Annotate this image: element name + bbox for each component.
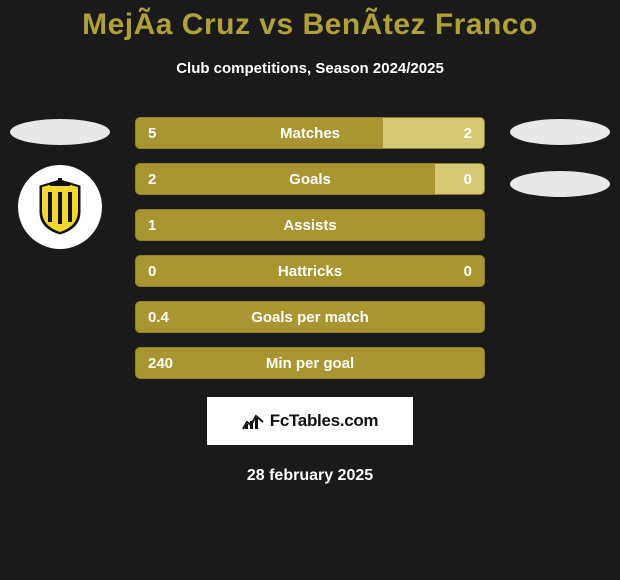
left-player-column — [0, 117, 120, 249]
stat-label: Assists — [136, 217, 484, 234]
stat-row: 1Assists — [135, 209, 485, 241]
stat-label: Matches — [136, 125, 484, 142]
club-badge-left — [18, 165, 102, 249]
stat-value-right: 0 — [464, 171, 472, 188]
stat-value-right: 0 — [464, 263, 472, 280]
subtitle: Club competitions, Season 2024/2025 — [0, 60, 620, 77]
stat-row: 0Hattricks0 — [135, 255, 485, 287]
content-area: 5Matches22Goals01Assists0Hattricks00.4Go… — [0, 117, 620, 485]
snapshot-date: 28 february 2025 — [0, 467, 620, 485]
comparison-card: MejÃ­a Cruz vs BenÃ­tez Franco Club comp… — [0, 0, 620, 485]
stat-label: Goals per match — [136, 309, 484, 326]
player-flag-right — [510, 119, 610, 145]
stat-row: 5Matches2 — [135, 117, 485, 149]
stat-label: Hattricks — [136, 263, 484, 280]
stat-row: 0.4Goals per match — [135, 301, 485, 333]
fctables-logo: FcTables.com — [207, 397, 413, 445]
chart-icon — [242, 412, 264, 430]
stat-label: Min per goal — [136, 355, 484, 372]
stat-row: 2Goals0 — [135, 163, 485, 195]
stat-value-right: 2 — [464, 125, 472, 142]
page-title: MejÃ­a Cruz vs BenÃ­tez Franco — [0, 8, 620, 42]
stat-row: 240Min per goal — [135, 347, 485, 379]
player-flag-left — [10, 119, 110, 145]
crest-icon — [36, 178, 84, 236]
stats-bars: 5Matches22Goals01Assists0Hattricks00.4Go… — [135, 117, 485, 379]
logo-text: FcTables.com — [270, 411, 379, 431]
right-player-column — [500, 117, 620, 197]
club-badge-right — [510, 171, 610, 197]
stat-label: Goals — [136, 171, 484, 188]
